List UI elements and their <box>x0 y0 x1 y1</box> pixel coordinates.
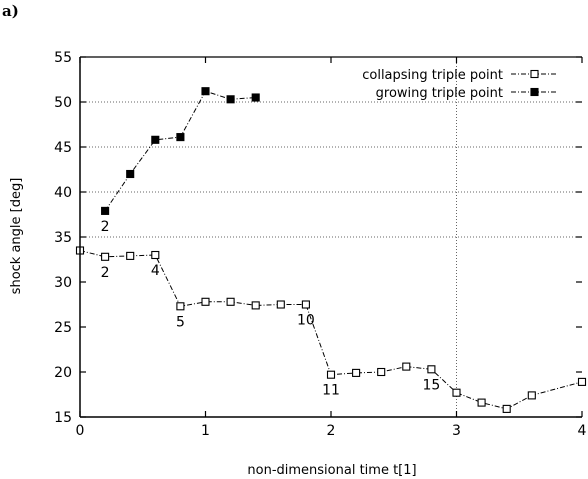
series-line-1 <box>79 250 583 410</box>
marker-open-square <box>477 398 486 407</box>
marker-open-square <box>326 370 336 379</box>
point-annotation: 11 <box>322 383 340 399</box>
legend-label: collapsing triple point <box>362 68 503 83</box>
marker-open-square <box>502 404 511 413</box>
marker-open-square <box>101 252 110 261</box>
marker-open-square <box>452 388 461 397</box>
marker-filled-square <box>176 133 185 142</box>
marker-open-square <box>577 377 587 386</box>
x-tick-label: 0 <box>76 423 85 439</box>
marker-filled-square <box>101 206 110 215</box>
marker-open-square <box>301 300 310 309</box>
marker-open-square <box>402 362 411 371</box>
y-tick-label: 50 <box>54 95 72 111</box>
y-tick-label: 40 <box>54 185 72 201</box>
series-line-2 <box>104 90 256 212</box>
point-annotation: 15 <box>422 377 440 393</box>
series-layer <box>75 87 587 413</box>
y-tick-label: 20 <box>54 365 72 381</box>
legend-marker <box>530 87 539 97</box>
x-tick-label: 3 <box>452 423 461 439</box>
y-tick-label: 30 <box>54 275 72 291</box>
point-annotation: 5 <box>176 314 185 330</box>
y-tick-label: 55 <box>54 50 72 66</box>
x-tick-label: 1 <box>201 423 210 439</box>
marker-open-square <box>176 302 185 311</box>
point-annotation: 4 <box>151 263 160 279</box>
marker-open-square <box>352 368 361 377</box>
x-tick-label: 4 <box>578 423 587 439</box>
marker-open-square <box>251 301 260 310</box>
x-tick-label: 2 <box>327 423 336 439</box>
y-axis-label: shock angle [deg] <box>9 178 24 295</box>
legend-marker <box>530 69 539 79</box>
point-annotation: 10 <box>297 313 315 329</box>
marker-filled-square <box>201 87 210 96</box>
panel-label: a) <box>2 2 19 20</box>
y-tick-label: 15 <box>54 410 72 426</box>
marker-filled-square <box>151 135 160 144</box>
marker-filled-square <box>226 95 235 104</box>
marker-open-square <box>276 300 285 309</box>
legend: collapsing triple point growing triple po… <box>362 68 558 101</box>
y-tick-label: 45 <box>54 140 72 156</box>
marker-open-square <box>151 250 160 260</box>
x-axis-label: non-dimensional time t[1] <box>247 463 416 478</box>
point-annotation: 2 <box>101 219 110 235</box>
y-tick-label: 25 <box>54 320 72 336</box>
marker-filled-square <box>251 93 260 102</box>
marker-open-square <box>377 367 386 377</box>
axes <box>79 56 583 418</box>
point-annotation: 2 <box>101 265 110 281</box>
marker-open-square <box>201 297 210 306</box>
marker-open-square <box>226 297 235 306</box>
legend-label: growing triple point <box>376 86 503 101</box>
marker-open-square <box>527 391 536 400</box>
grid <box>80 57 582 417</box>
marker-open-square <box>427 365 436 374</box>
y-tick-label: 35 <box>54 230 72 246</box>
point-annotations: 2 2 4 5 10 11 15 <box>101 219 441 399</box>
marker-filled-square <box>126 169 135 179</box>
marker-open-square <box>126 251 135 260</box>
